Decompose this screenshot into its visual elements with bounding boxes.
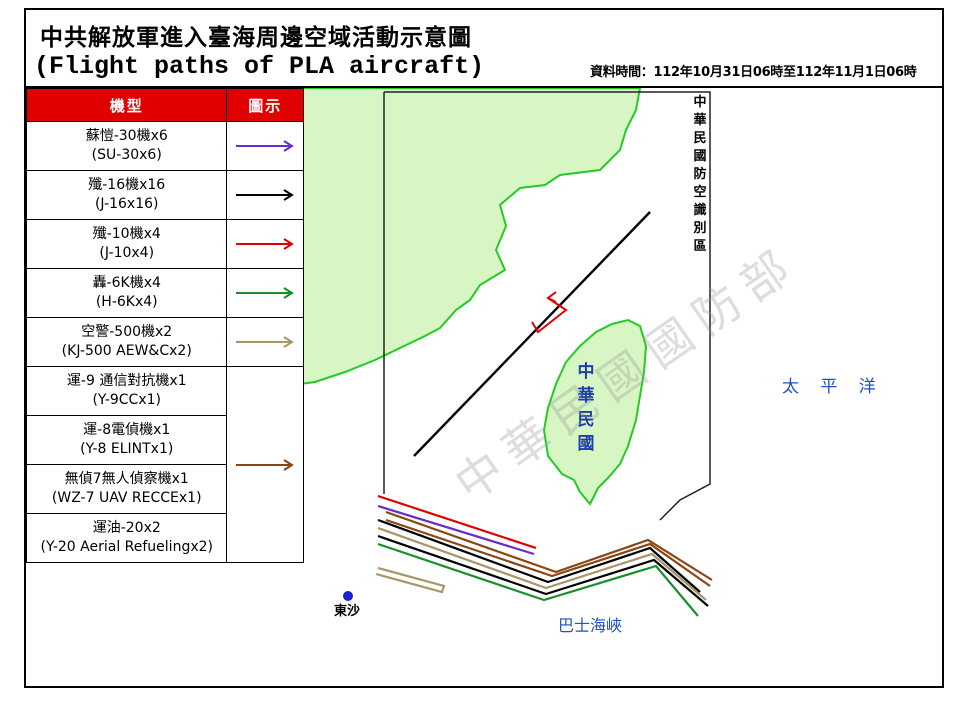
mainland-china [299,88,642,386]
legend-row: 運-9 通信對抗機x1 (Y-9CCx1) [25,366,304,563]
flight-path-y9 [385,510,713,581]
data-time-range: 資料時間：112年10月31日06時至112年11月1日06時 [590,65,917,80]
page-title: 中共解放軍進入臺海周邊空域活動示意圖 [40,24,472,51]
red-arrow-icon [236,238,295,250]
legend-row: 殲-16機x16 (J-16x16) [25,170,304,220]
flight-path-y20 [385,518,711,587]
legend-type-en: (J-16x16) [94,196,159,212]
legend-header-type: 機型 [25,88,228,122]
aircraft-legend: 機型 圖示 蘇愷-30機x6 (SU-30x6) 殲-16機x16 (J-16x16… [25,88,304,563]
brown-arrow-icon [236,458,295,471]
legend-row: 空警-500機x2 (KJ-500 AEW&Cx2) [25,317,304,367]
flight-path-j16-b [377,534,709,607]
legend-type-en: (Y-20 Aerial Refuelingx2) [40,539,213,555]
legend-row: 蘇愷-30機x6 (SU-30x6) [25,121,304,171]
dongsha-label: 東沙 [334,604,361,619]
dongsha-dot [343,591,353,601]
legend-type-zh: 轟-6K機x4 [92,275,161,291]
bashi-channel-label: 巴士海峽 [558,616,623,635]
legend-type-en: (H-6Kx4) [95,294,158,310]
legend-type-en: (WZ-7 UAV RECCEx1) [51,490,202,506]
green-arrow-icon [236,287,295,299]
legend-type-en: (J-10x4) [99,245,155,261]
legend-type-zh: 殲-10機x4 [92,226,161,242]
page-subtitle: (Flight paths of PLA aircraft) [34,52,485,81]
flight-path-su30 [377,504,535,556]
j10-median-arrowhead [546,291,557,303]
black-arrow-icon [236,189,295,201]
legend-row: 殲-10機x4 (J-10x4) [25,219,304,269]
legend-type-en: (Y-8 ELINTx1) [80,441,174,457]
j10-median-track [531,297,568,334]
legend-row: 無偵7無人偵察機x1 (WZ-7 UAV RECCEx1) [25,464,304,514]
flight-paths [375,494,713,617]
median-line [413,211,651,457]
legend-type-zh: 蘇愷-30機x6 [85,128,168,144]
legend-row: 運油-20x2 (Y-20 Aerial Refuelingx2) [25,513,304,563]
legend-type-en: (KJ-500 AEW&Cx2) [61,343,192,359]
adiz-boundary [384,91,711,521]
legend-row: 轟-6K機x4 (H-6Kx4) [25,268,304,318]
legend-header-symbol: 圖示 [226,88,304,122]
purple-arrow-icon [236,140,295,152]
roc-label: 中華民國 [577,362,595,454]
taiwan-island [542,318,648,506]
legend-type-zh: 運-8電偵機x1 [83,422,171,438]
flight-path-j10 [377,494,537,550]
tan-arrow-icon [236,336,295,348]
pacific-ocean-label: 太 平 洋 [782,377,884,397]
map-canvas [299,88,713,617]
flight-path-j16-a [377,518,701,593]
adiz-label: 中華民國防空識別區 [693,95,707,254]
legend-type-zh: 殲-16機x16 [88,177,166,193]
legend-row: 運-8電偵機x1 (Y-8 ELINTx1) [25,415,304,465]
flight-path-return [375,566,446,594]
legend-type-en: (Y-9CCx1) [92,392,161,408]
legend-type-zh: 運油-20x2 [92,520,161,536]
legend-type-zh: 無偵7無人偵察機x1 [64,471,189,487]
map-frame [24,8,944,688]
legend-type-zh: 運-9 通信對抗機x1 [66,373,187,389]
legend-type-zh: 空警-500機x2 [81,324,173,340]
flight-path-kj500 [377,526,707,601]
header-divider [24,86,944,88]
legend-type-en: (SU-30x6) [91,147,162,163]
flight-path-h6k [377,542,699,617]
